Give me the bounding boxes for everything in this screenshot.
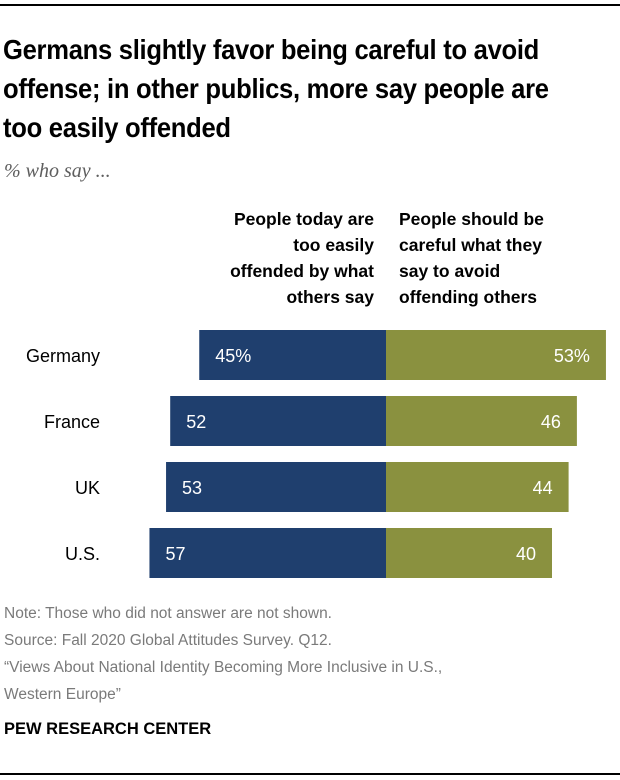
- category-label: UK: [75, 478, 100, 498]
- right-header-line: People should be: [399, 209, 544, 229]
- bar-left: [199, 330, 386, 380]
- right-header-line: offending others: [399, 287, 538, 307]
- bar-right: [386, 396, 577, 446]
- data-label-left: 53: [182, 478, 202, 498]
- note-text: Note: Those who did not answer are not s…: [4, 605, 332, 622]
- footer-notes: Note: Those who did not answer are not s…: [4, 600, 442, 708]
- right-column-header: People should be careful what they say t…: [399, 206, 544, 310]
- left-column-header: People today are too easily offended by …: [230, 206, 374, 310]
- top-rule: [0, 4, 620, 6]
- right-header-line: careful what they: [399, 235, 542, 255]
- left-header-line: offended by what: [230, 261, 374, 281]
- bar-right: [386, 330, 606, 380]
- left-header-line: others say: [286, 287, 374, 307]
- category-label: Germany: [26, 346, 100, 366]
- bar-left: [149, 528, 386, 578]
- category-label: France: [44, 412, 100, 432]
- category-label: U.S.: [65, 544, 100, 564]
- bar-left: [166, 462, 386, 512]
- data-label-right: 46: [541, 412, 561, 432]
- left-header-line: People today are: [233, 209, 374, 229]
- data-label-right: 40: [516, 544, 536, 564]
- bar-left: [170, 396, 386, 446]
- report-title-line: “Views About National Identity Becoming …: [4, 659, 443, 676]
- data-label-left: 57: [165, 544, 185, 564]
- right-header-line: say to avoid: [399, 261, 501, 281]
- source-text: Source: Fall 2020 Global Attitudes Surve…: [4, 632, 332, 649]
- left-header-line: too easily: [293, 235, 374, 255]
- report-title-line: Western Europe”: [4, 686, 121, 703]
- chart-title: Germans slightly favor being careful to …: [3, 34, 549, 143]
- bar-right: [386, 528, 552, 578]
- chart-subtitle: % who say ...: [4, 160, 111, 182]
- data-label-left: 52: [186, 412, 206, 432]
- data-label-right: 44: [533, 478, 553, 498]
- bar-right: [386, 462, 569, 512]
- brand-label: PEW RESEARCH CENTER: [4, 720, 212, 738]
- data-label-right: 53%: [554, 346, 590, 366]
- data-label-left: 45%: [215, 346, 251, 366]
- diverging-bar-chart: Germany 45% 53% France 52 46 UK 53 44 U.S. 57 40: [26, 330, 606, 578]
- bottom-rule: [0, 773, 620, 775]
